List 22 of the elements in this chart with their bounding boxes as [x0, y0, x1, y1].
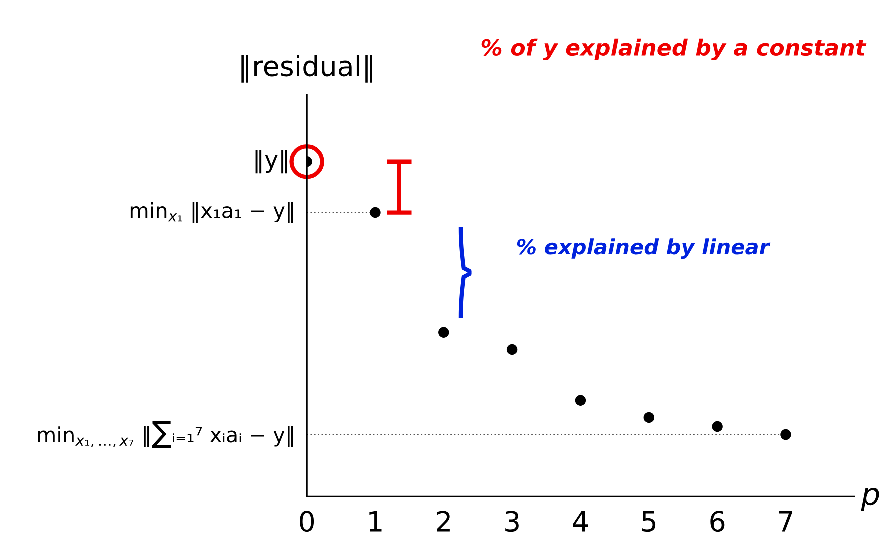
y-axis-title: ‖residual‖	[242, 55, 372, 83]
annotation: ‖y‖	[256, 150, 288, 174]
point	[712, 421, 723, 432]
x-tick-label: 5	[642, 511, 656, 532]
text: % of y explained by a constant	[482, 38, 867, 61]
x-tick-label: 1	[370, 511, 382, 532]
point	[575, 395, 586, 406]
x-axis-title: p	[861, 488, 880, 512]
x-tick-label: 3	[506, 511, 519, 532]
point	[780, 429, 792, 440]
point	[438, 327, 450, 338]
x-tick-label: 7	[779, 511, 792, 532]
ref-line-label: min$_{x₁}$ ‖x₁a₁ − y‖	[130, 202, 294, 224]
x-tick-label: 6	[710, 511, 725, 532]
ref-line-label: min$_{x₁,…,x₇}$ ‖∑ᵢ₌₁⁷ xᵢaᵢ − y‖	[38, 421, 294, 448]
x-tick-label: 0	[300, 511, 314, 532]
point	[506, 344, 518, 356]
point	[644, 412, 654, 424]
x-tick-label: 2	[437, 511, 450, 532]
x-tick-label: 4	[573, 511, 588, 532]
annotation: % explained by linear	[517, 238, 771, 259]
point	[370, 207, 381, 218]
